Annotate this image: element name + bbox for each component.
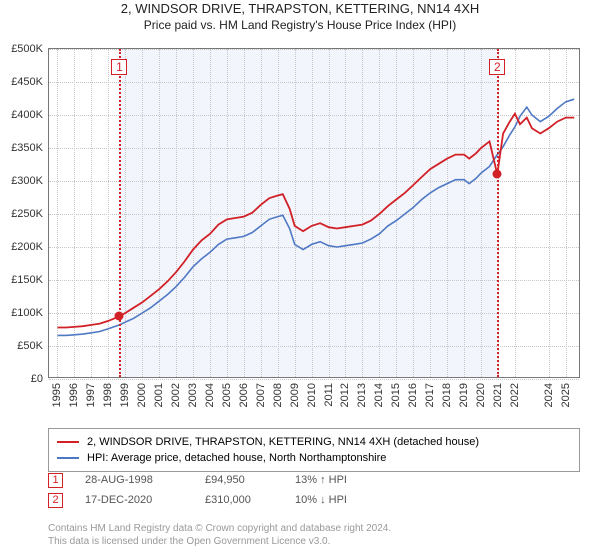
x-tick-label: 2020 [475,383,487,407]
y-tick-label: £250K [11,208,43,220]
y-tick-label: £200K [11,241,43,253]
x-tick-label: 2010 [306,383,318,407]
y-tick-label: £500K [11,43,43,55]
x-tick-label: 2003 [187,383,199,407]
x-tick-label: 2004 [204,383,216,407]
x-tick-label: 1995 [51,383,63,407]
y-tick-label: £350K [11,142,43,154]
x-tick-label: 2025 [560,383,572,407]
y-tick-label: £300K [11,175,43,187]
sale-row-date: 28-AUG-1998 [85,474,205,486]
x-tick-label: 2009 [289,383,301,407]
x-tick-label: 2022 [509,383,521,407]
sale-dot [493,170,502,179]
x-tick-label: 2001 [153,383,165,407]
x-tick-label: 2006 [238,383,250,407]
sale-vline [119,49,121,377]
y-tick-label: £100K [11,307,43,319]
sales-table: 1 28-AUG-1998£94,95013% ↑ HPI 2 17-DEC-2020… [48,470,405,510]
x-tick-label: 1999 [119,383,131,407]
sale-row-delta: 13% ↑ HPI [295,474,405,486]
series-lines [49,49,581,379]
x-tick-label: 1996 [68,383,80,407]
footer-line-1: Contains HM Land Registry data © Crown c… [48,522,391,535]
sale-row-price: £94,950 [205,474,295,486]
y-tick-label: £50K [17,340,43,352]
sale-row: 2 17-DEC-2020£310,00010% ↓ HPI [48,490,405,510]
legend-box: 2, WINDSOR DRIVE, THRAPSTON, KETTERING, … [48,428,580,472]
y-tick-label: £450K [11,76,43,88]
gridline-h [49,379,579,380]
chart-title: 2, WINDSOR DRIVE, THRAPSTON, KETTERING, … [0,0,600,18]
legend-row: HPI: Average price, detached house, Nort… [57,450,571,466]
sale-vline [497,49,499,377]
x-tick-label: 2018 [441,383,453,407]
x-tick-label: 2024 [543,383,555,407]
legend-label: 2, WINDSOR DRIVE, THRAPSTON, KETTERING, … [87,436,479,448]
x-tick-label: 2013 [356,383,368,407]
sale-dot [115,312,124,321]
chart-subtitle: Price paid vs. HM Land Registry's House … [0,18,600,32]
sale-row-delta: 10% ↓ HPI [295,494,405,506]
x-tick-label: 2000 [136,383,148,407]
footer-line-2: This data is licensed under the Open Gov… [48,535,391,548]
sale-row-index: 2 [48,493,63,508]
sale-index-box: 2 [489,59,505,75]
x-tick-label: 2017 [424,383,436,407]
x-tick-label: 2007 [255,383,267,407]
chart-plot-area: £0£50K£100K£150K£200K£250K£300K£350K£400… [48,48,580,378]
x-tick-label: 2012 [339,383,351,407]
sale-index-box: 1 [111,59,127,75]
x-tick-label: 1997 [85,383,97,407]
x-tick-label: 2015 [390,383,402,407]
x-tick-label: 2019 [458,383,470,407]
sale-row-index: 1 [48,473,63,488]
legend-label: HPI: Average price, detached house, Nort… [87,452,386,464]
x-tick-label: 2008 [272,383,284,407]
x-tick-label: 2021 [492,383,504,407]
legend-swatch [57,441,79,443]
sale-row-date: 17-DEC-2020 [85,494,205,506]
x-tick-label: 2014 [373,383,385,407]
x-tick-label: 1998 [102,383,114,407]
x-tick-label: 2005 [221,383,233,407]
legend-row: 2, WINDSOR DRIVE, THRAPSTON, KETTERING, … [57,434,571,450]
y-tick-label: £150K [11,274,43,286]
y-tick-label: £0 [31,373,43,385]
x-tick-label: 2016 [407,383,419,407]
x-tick-label: 2011 [323,383,335,407]
attribution-footer: Contains HM Land Registry data © Crown c… [48,522,391,548]
x-tick-label: 2002 [170,383,182,407]
y-tick-label: £400K [11,109,43,121]
sale-row: 1 28-AUG-1998£94,95013% ↑ HPI [48,470,405,490]
legend-swatch [57,457,79,459]
sale-row-price: £310,000 [205,494,295,506]
